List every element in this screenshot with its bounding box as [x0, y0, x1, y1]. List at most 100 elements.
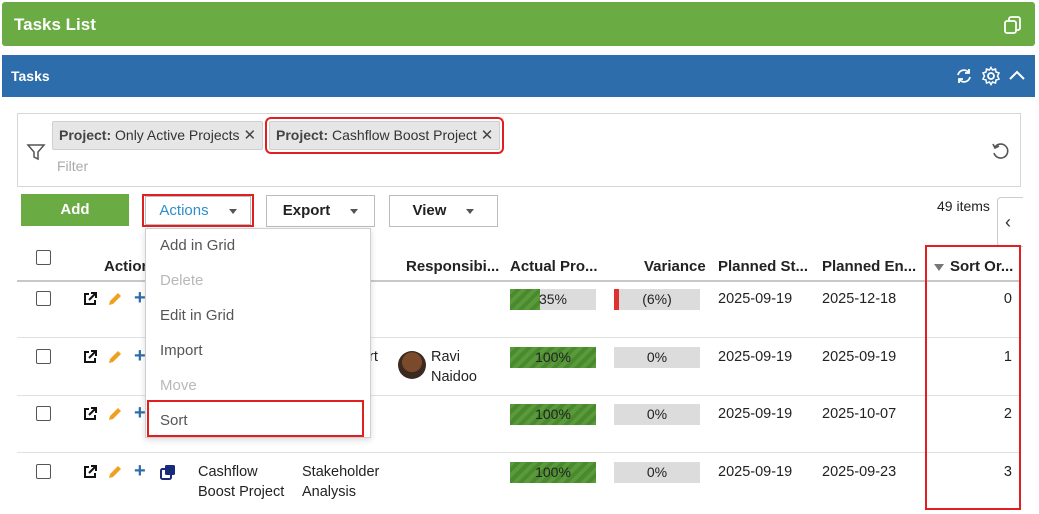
sort-menu-highlight — [147, 400, 364, 437]
sort-column-highlight — [925, 245, 1021, 510]
add-icon[interactable]: + — [134, 402, 146, 424]
actions-dropdown-menu: Add in Grid Delete Edit in Grid Import M… — [145, 228, 371, 438]
column-header-actions[interactable]: Action — [104, 258, 151, 275]
export-button[interactable]: Export — [266, 195, 375, 227]
export-label: Export — [282, 202, 331, 219]
column-header-planned-end[interactable]: Planned En... — [822, 258, 917, 275]
open-external-icon[interactable] — [82, 406, 98, 422]
variance-label: (6%) — [642, 291, 672, 307]
sort-order-cell: 0 — [1003, 291, 1012, 307]
planned-end-cell: 2025-09-19 — [822, 349, 897, 365]
planned-start-cell: 2025-09-19 — [718, 291, 793, 307]
close-icon[interactable]: ✕ — [243, 127, 257, 144]
variance-label: 0% — [646, 464, 668, 480]
row-checkbox[interactable] — [36, 406, 51, 421]
progress-bar: 100% — [510, 462, 596, 483]
pencil-icon[interactable] — [107, 406, 123, 422]
progress-bar: 100% — [510, 347, 596, 368]
pencil-icon[interactable] — [107, 291, 123, 307]
row-checkbox[interactable] — [36, 464, 51, 479]
reset-icon[interactable] — [990, 141, 1010, 161]
tasks-panel-header: Tasks — [2, 55, 1035, 97]
filter-input[interactable]: Filter — [57, 158, 89, 174]
variance-bar: 0% — [614, 347, 700, 368]
row-checkbox[interactable] — [36, 291, 51, 306]
view-button[interactable]: View — [389, 195, 498, 227]
chip-key: Project: — [59, 127, 112, 143]
row-divider — [17, 452, 1021, 453]
gear-icon[interactable] — [981, 66, 1001, 86]
sort-order-cell: 2 — [1003, 406, 1012, 422]
row-divider — [17, 395, 1021, 396]
sort-order-cell: 1 — [1003, 349, 1012, 365]
menu-item-move: Move — [160, 377, 197, 394]
close-icon[interactable]: ✕ — [480, 127, 494, 144]
menu-item-add-in-grid[interactable]: Add in Grid — [160, 237, 236, 254]
add-icon[interactable]: + — [134, 287, 146, 309]
planned-start-cell: 2025-09-19 — [718, 406, 793, 422]
page-title: Tasks List — [14, 15, 96, 34]
chip-value: Cashflow Boost Project — [332, 127, 477, 143]
refresh-icon[interactable] — [954, 66, 974, 86]
column-header-planned-start[interactable]: Planned St... — [718, 258, 809, 275]
variance-label: 0% — [646, 406, 668, 422]
planned-end-cell: 2025-12-18 — [822, 291, 897, 307]
filter-icon — [26, 144, 46, 161]
pencil-icon[interactable] — [107, 464, 123, 480]
column-header-variance[interactable]: Variance — [644, 258, 706, 275]
chevron-down-icon — [466, 208, 475, 214]
row-divider — [17, 337, 1021, 338]
progress-label: 100% — [535, 464, 571, 480]
sort-order-cell: 3 — [1003, 464, 1012, 480]
project-cell: Cashflow — [198, 464, 258, 480]
add-icon[interactable]: + — [134, 460, 146, 482]
task-name-cell: Stakeholder — [302, 464, 380, 480]
avatar — [398, 351, 426, 379]
collapse-side-panel-button[interactable]: ‹ — [997, 197, 1023, 247]
view-label: View — [412, 202, 447, 219]
planned-start-cell: 2025-09-19 — [718, 349, 793, 365]
header-divider — [17, 280, 1021, 282]
menu-item-import[interactable]: Import — [160, 342, 203, 359]
panel-title: Tasks — [11, 68, 50, 84]
actions-label: Actions — [159, 202, 209, 219]
add-icon[interactable]: + — [134, 345, 146, 367]
responsible-cell: Ravi — [431, 349, 461, 365]
items-count: 49 items — [937, 198, 990, 214]
chevron-down-icon — [350, 208, 359, 214]
chevron-left-icon: ‹ — [1005, 212, 1011, 232]
actions-highlight — [142, 194, 254, 227]
row-checkbox[interactable] — [36, 349, 51, 364]
add-button[interactable]: Add — [21, 194, 129, 226]
pencil-icon[interactable] — [107, 349, 123, 365]
variance-bar: 0% — [614, 404, 700, 425]
open-external-icon[interactable] — [82, 349, 98, 365]
variance-bar: (6%) — [614, 289, 700, 310]
planned-end-cell: 2025-09-23 — [822, 464, 897, 480]
chevron-down-icon — [228, 208, 237, 214]
chip-value: Only Active Projects — [115, 127, 240, 143]
planned-start-cell: 2025-09-19 — [718, 464, 793, 480]
column-header-responsible[interactable]: Responsibi... — [406, 258, 500, 275]
column-header-sort-order[interactable]: Sort Or... — [934, 258, 1013, 275]
variance-bar: 0% — [614, 462, 700, 483]
menu-item-edit-in-grid[interactable]: Edit in Grid — [160, 307, 235, 324]
copy-row-icon[interactable] — [160, 464, 176, 480]
column-header-progress[interactable]: Actual Pro... — [510, 258, 598, 275]
open-external-icon[interactable] — [82, 291, 98, 307]
menu-item-sort[interactable]: Sort — [160, 412, 188, 429]
select-all-checkbox[interactable] — [36, 250, 51, 265]
progress-bar: 35% — [510, 289, 596, 310]
task-name-cell: rt — [369, 349, 378, 365]
actions-button[interactable]: Actions — [145, 196, 251, 225]
open-external-icon[interactable] — [82, 464, 98, 480]
sort-desc-icon — [934, 263, 944, 271]
chip-key: Project: — [276, 127, 329, 143]
copy-icon[interactable] — [1003, 15, 1023, 35]
menu-item-delete: Delete — [160, 272, 204, 289]
filter-bar: Project: Only Active Projects ✕ Project: … — [17, 113, 1021, 187]
filter-chip-cashflow-project[interactable]: Project: Cashflow Boost Project ✕ — [264, 117, 505, 154]
chevron-up-icon[interactable] — [1007, 66, 1027, 86]
filter-chip-active-projects[interactable]: Project: Only Active Projects ✕ — [52, 121, 264, 150]
sort-order-label: Sort Or... — [950, 258, 1014, 275]
